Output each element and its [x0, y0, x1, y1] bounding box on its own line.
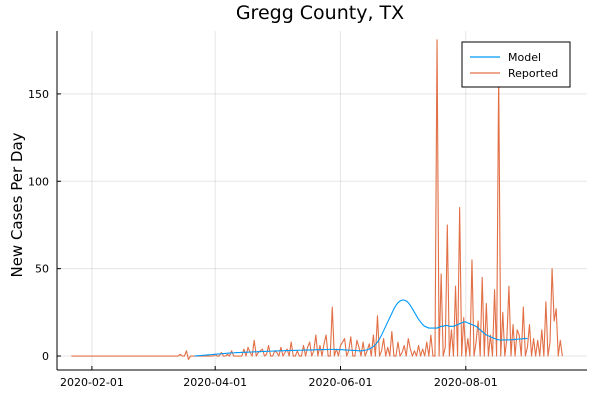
chart-title: Gregg County, TX: [236, 2, 404, 24]
legend: Model Reported: [461, 41, 571, 88]
x-tick-label: 2020-04-01: [183, 376, 247, 389]
axes: [56, 31, 587, 371]
legend-label-model: Model: [508, 51, 541, 64]
x-tick-label: 2020-02-01: [60, 376, 124, 389]
legend-label-reported: Reported: [508, 67, 558, 80]
series-layer: [71, 39, 563, 361]
series-line-model: [194, 299, 528, 357]
series-line-reported: [71, 39, 563, 361]
x-tick-label: 2020-08-01: [434, 376, 498, 389]
y-tick-label: 50: [35, 263, 49, 276]
y-tick-label: 150: [28, 88, 49, 101]
y-tick-label: 100: [28, 175, 49, 188]
y-axis-title: New Cases Per Day: [8, 132, 26, 277]
legend-box: [461, 41, 571, 88]
tick-labels: 2020-02-01 2020-04-01 2020-06-01 2020-08-01…: [28, 88, 498, 389]
x-tick-label: 2020-06-01: [309, 376, 373, 389]
y-tick-label: 0: [42, 350, 49, 363]
